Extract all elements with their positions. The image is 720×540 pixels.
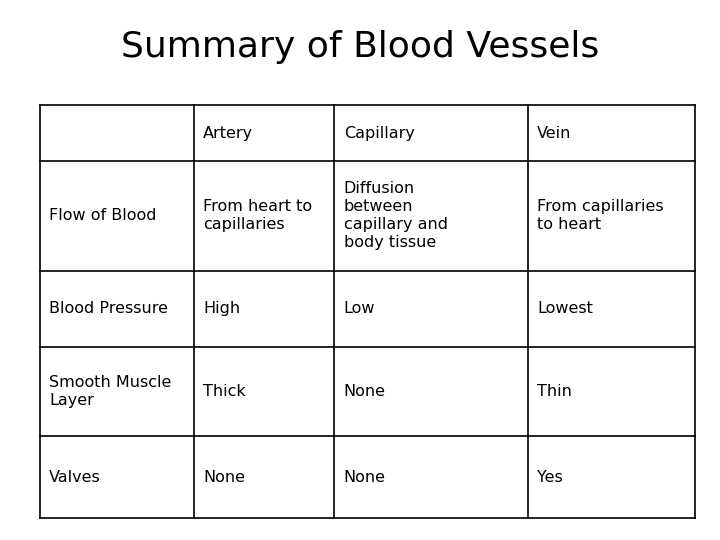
Text: From capillaries
to heart: From capillaries to heart xyxy=(537,199,664,232)
Text: None: None xyxy=(344,470,386,484)
Text: Valves: Valves xyxy=(49,470,101,484)
Text: High: High xyxy=(203,301,240,316)
Text: Thin: Thin xyxy=(537,384,572,399)
Text: Lowest: Lowest xyxy=(537,301,593,316)
Text: None: None xyxy=(344,384,386,399)
Text: Artery: Artery xyxy=(203,126,253,141)
Text: Vein: Vein xyxy=(537,126,572,141)
Text: Thick: Thick xyxy=(203,384,246,399)
Text: Flow of Blood: Flow of Blood xyxy=(49,208,156,224)
Text: From heart to
capillaries: From heart to capillaries xyxy=(203,199,312,232)
Text: Capillary: Capillary xyxy=(344,126,415,141)
Text: None: None xyxy=(203,470,245,484)
Text: Blood Pressure: Blood Pressure xyxy=(49,301,168,316)
Text: Summary of Blood Vessels: Summary of Blood Vessels xyxy=(121,30,599,64)
Text: Smooth Muscle
Layer: Smooth Muscle Layer xyxy=(49,375,171,408)
Text: Low: Low xyxy=(344,301,375,316)
Text: Yes: Yes xyxy=(537,470,563,484)
Text: Diffusion
between
capillary and
body tissue: Diffusion between capillary and body tis… xyxy=(344,181,448,251)
